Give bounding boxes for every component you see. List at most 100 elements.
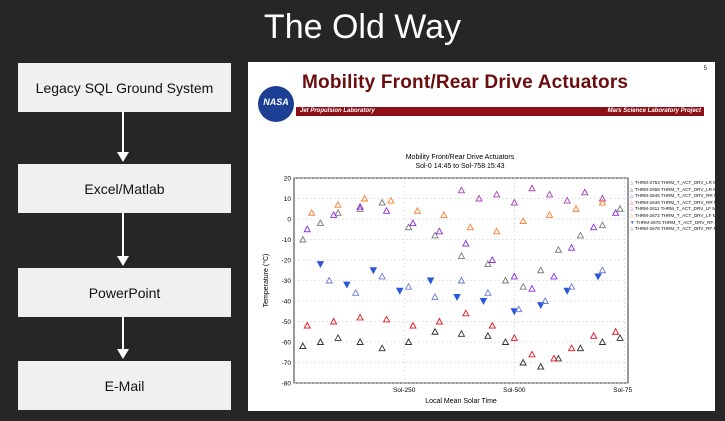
data-point: [484, 331, 492, 339]
data-point: [567, 282, 576, 290]
data-point: [616, 333, 624, 341]
flow-step-email: E-Mail: [18, 361, 231, 410]
data-point: [598, 266, 607, 274]
chart-subtitle: Sol-0 14:45 to Sol-758 15:43: [415, 163, 505, 170]
data-point: [413, 206, 422, 214]
data-point: [356, 204, 364, 212]
data-point: [510, 272, 519, 280]
data-point: [369, 267, 378, 275]
slide-title: The Old Way: [263, 8, 462, 46]
data-point: [457, 329, 466, 337]
data-point: [598, 338, 607, 345]
legend-label: THRM-2611 THRM_T_ACT_DRV_LF Min: [634, 206, 715, 212]
data-point: [581, 188, 589, 196]
data-point: [303, 321, 311, 329]
y-tick-label: -30: [282, 278, 292, 285]
x-axis-label: Local Mean Solar Time: [425, 398, 497, 405]
y-tick-label: -20: [282, 258, 292, 265]
data-point: [611, 208, 620, 216]
data-point: [351, 288, 360, 296]
data-point: [453, 293, 461, 301]
data-point: [440, 210, 448, 218]
flow-step-legacy-sql: Legacy SQL Ground System: [18, 63, 231, 112]
legend-label: THRM-2675 THRM_T_ACT_DRV_RF Min: [635, 219, 715, 225]
data-point: [536, 266, 545, 274]
data-point: [356, 338, 364, 345]
legend-label: THRM-2672 THRM_T_ACT_DRV_LF Max: [634, 212, 715, 218]
data-point: [550, 354, 558, 362]
data-point: [435, 227, 444, 235]
data-point: [541, 297, 549, 304]
data-point: [307, 208, 316, 216]
data-point: [435, 317, 444, 325]
y-tick-label: 10: [284, 196, 292, 203]
down-arrow-icon: [117, 112, 129, 162]
flow-step-label: E-Mail: [104, 377, 145, 394]
data-point: [431, 327, 439, 335]
data-point: [329, 210, 338, 218]
data-point: [484, 288, 492, 296]
data-point: [426, 277, 435, 285]
data-point: [325, 276, 334, 284]
data-point: [576, 344, 585, 352]
data-point: [484, 260, 492, 268]
banner-right-text: Mars Science Laboratory Project: [607, 108, 701, 114]
legend-entry: △ THRM-2646 THRM_T_ACT_DRV_RR Max: [630, 200, 715, 207]
nasa-logo-text: NASA: [263, 97, 289, 107]
legend-entry: △ THRM-2645 THRM_T_ACT_DRV_RR Min: [630, 193, 715, 200]
data-point: [528, 350, 536, 358]
legend-marker-icon: ▼: [630, 219, 636, 225]
temperature-chart: 20 10 0 -10 -20 -30 -40 -50 -60 -70 -80 Sol-250 Sol-…: [262, 176, 632, 406]
data-point: [404, 338, 413, 345]
page-number: 5: [703, 66, 707, 72]
data-point: [395, 287, 404, 295]
data-point: [576, 231, 585, 239]
y-axis-label: Temperature (°C): [262, 254, 270, 308]
y-tick-label: -80: [282, 381, 292, 388]
inner-slide-title: Mobility Front/Rear Drive Actuators: [302, 72, 629, 93]
data-point: [457, 186, 466, 194]
legend-label: THRM-2754 THRM_T_ACT_DRV_LR Min: [634, 180, 715, 185]
data-point: [316, 219, 325, 227]
flow-step-powerpoint: PowerPoint: [18, 268, 231, 317]
data-point: [536, 302, 545, 310]
legend-marker-icon: △: [630, 206, 635, 212]
data-point: [501, 276, 510, 284]
data-point: [343, 281, 351, 289]
data-point: [528, 184, 536, 192]
legend-marker-icon: △: [630, 180, 635, 185]
data-point: [316, 261, 325, 269]
data-point: [356, 313, 364, 321]
y-tick-label: -60: [282, 340, 292, 347]
data-point: [360, 194, 369, 202]
legend-marker-icon: △: [630, 193, 635, 199]
data-point: [475, 194, 483, 202]
data-point: [519, 358, 527, 366]
legend-entry: △ THRM-2658 THRM_T_ACT_DRV_LR Max: [630, 186, 715, 194]
embedded-slide: 5 NASA Mobility Front/Rear Drive Actuato…: [248, 62, 715, 411]
data-point: [409, 321, 417, 329]
y-tick-label: 20: [284, 176, 292, 183]
data-point: [501, 338, 510, 345]
legend-marker-icon: △: [630, 186, 635, 192]
data-point: [382, 315, 391, 323]
banner-bar: [296, 107, 704, 116]
data-point: [334, 200, 342, 208]
data-point: [594, 273, 602, 281]
data-point: [316, 338, 325, 345]
data-point: [514, 305, 523, 313]
data-point: [303, 225, 311, 233]
data-point: [611, 327, 620, 335]
chart-legend: △ THRM-2754 THRM_T_ACT_DRV_LR Min △ THRM-…: [630, 180, 715, 233]
legend-entry: △ THRM-2754 THRM_T_ACT_DRV_LR Min: [630, 180, 715, 187]
data-point: [457, 276, 466, 284]
data-point: [356, 202, 364, 210]
legend-label: THRM-2658 THRM_T_ACT_DRV_LR Max: [634, 186, 715, 192]
data-point: [545, 210, 554, 218]
data-point: [598, 198, 607, 206]
data-point: [554, 245, 563, 253]
banner-left-text: Jet Propulsion Laboratory: [300, 108, 375, 114]
data-point: [404, 223, 413, 231]
data-point: [299, 235, 307, 243]
data-point: [404, 282, 413, 290]
